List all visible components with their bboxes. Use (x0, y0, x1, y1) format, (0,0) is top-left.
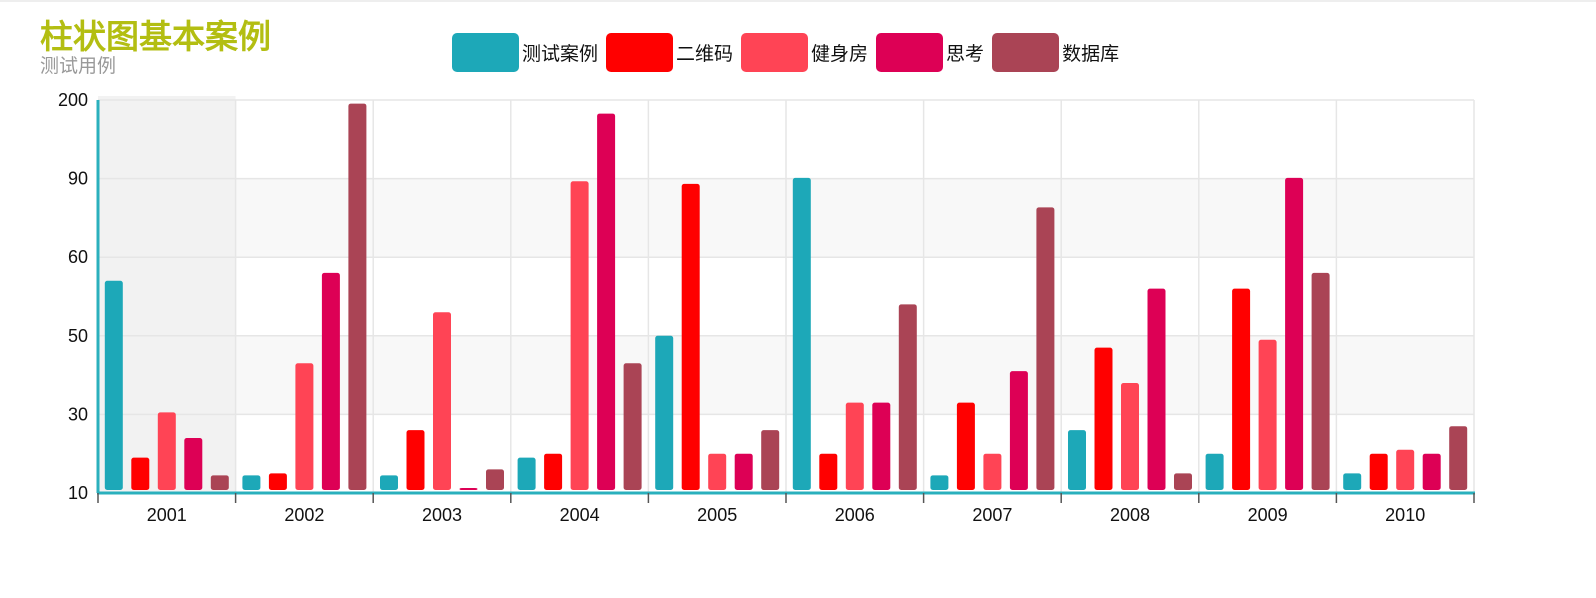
bar (104, 280, 123, 490)
x-tick-label: 2005 (697, 505, 737, 525)
x-tick-label: 2009 (1248, 505, 1288, 525)
bar (1036, 207, 1055, 491)
bar (242, 475, 261, 490)
legend-swatch (452, 32, 519, 72)
x-tick-label: 2001 (147, 505, 187, 525)
bar (157, 412, 176, 490)
bar (623, 363, 642, 490)
bar (406, 430, 425, 490)
x-tick-label: 2004 (560, 505, 600, 525)
bar (210, 475, 229, 490)
y-tick-label: 200 (58, 90, 88, 110)
legend-swatch (992, 32, 1060, 72)
bar (131, 457, 150, 490)
legend-label: 健身房 (811, 42, 869, 65)
x-tick-label: 2007 (972, 505, 1012, 525)
y-tick-label: 60 (68, 247, 88, 267)
bar (792, 177, 811, 491)
legend-label: 测试案例 (522, 42, 599, 65)
bar (184, 437, 203, 490)
bar (1258, 339, 1277, 490)
bar (1396, 449, 1415, 490)
bar (872, 402, 891, 490)
bar (517, 457, 536, 490)
bar (321, 272, 340, 490)
bar (930, 475, 949, 490)
top-border (0, 0, 1596, 2)
legend-item-shujuku[interactable]: 数据库 (992, 32, 1120, 72)
bar (845, 402, 864, 490)
bar (433, 312, 451, 490)
bar (380, 475, 398, 490)
x-tick-label: 2006 (835, 505, 875, 525)
bar (1369, 453, 1388, 490)
legend-label: 思考 (946, 42, 985, 65)
bar (1285, 177, 1304, 491)
legend-swatch (741, 32, 809, 72)
legend-swatch (876, 32, 944, 72)
bar (956, 402, 975, 490)
bar (1422, 453, 1441, 490)
bar (1174, 473, 1192, 490)
y-tick-label: 30 (68, 404, 88, 424)
chart-title: 柱状图基本案例 (40, 17, 271, 56)
bar (295, 363, 314, 490)
y-tick-label: 50 (68, 326, 88, 346)
bar (1343, 473, 1362, 490)
y-tick-label: 10 (68, 483, 88, 503)
bar (1232, 288, 1251, 490)
bar (898, 304, 917, 490)
bar (734, 453, 753, 490)
legend-swatch (606, 32, 674, 72)
bar (655, 335, 674, 490)
bar (1009, 371, 1028, 490)
bar (1311, 272, 1330, 490)
bar (348, 103, 367, 490)
x-tick-label: 2002 (284, 505, 324, 525)
y-tick-label: 90 (68, 169, 88, 189)
bar (1068, 430, 1086, 490)
x-tick-label: 2003 (422, 505, 462, 525)
bar (597, 113, 616, 491)
x-tick-label: 2008 (1110, 505, 1150, 525)
bar (708, 453, 727, 490)
bar (1121, 382, 1139, 490)
bar (681, 183, 700, 490)
legend-item-erweima[interactable]: 二维码 (606, 32, 734, 72)
bar (1449, 426, 1468, 490)
x-tick-label: 2010 (1385, 505, 1425, 525)
bar (761, 430, 780, 490)
bar (459, 488, 478, 490)
bar (268, 473, 287, 490)
bar (544, 453, 563, 490)
bar (1147, 288, 1166, 490)
legend-item-ceshi[interactable]: 测试案例 (452, 32, 599, 72)
bar (983, 453, 1002, 490)
bar (819, 453, 838, 490)
legend-item-sikao[interactable]: 思考 (876, 32, 985, 72)
bar (1094, 347, 1113, 490)
bar (570, 181, 589, 490)
bar (486, 469, 504, 490)
legend-label: 数据库 (1062, 42, 1120, 65)
bar (1205, 453, 1224, 490)
legend-label: 二维码 (676, 42, 734, 65)
chart-subtitle: 测试用例 (40, 55, 117, 77)
legend: 测试案例 二维码 健身房 思考 数据库 (452, 32, 1127, 72)
legend-item-jianshenfang[interactable]: 健身房 (741, 32, 869, 72)
